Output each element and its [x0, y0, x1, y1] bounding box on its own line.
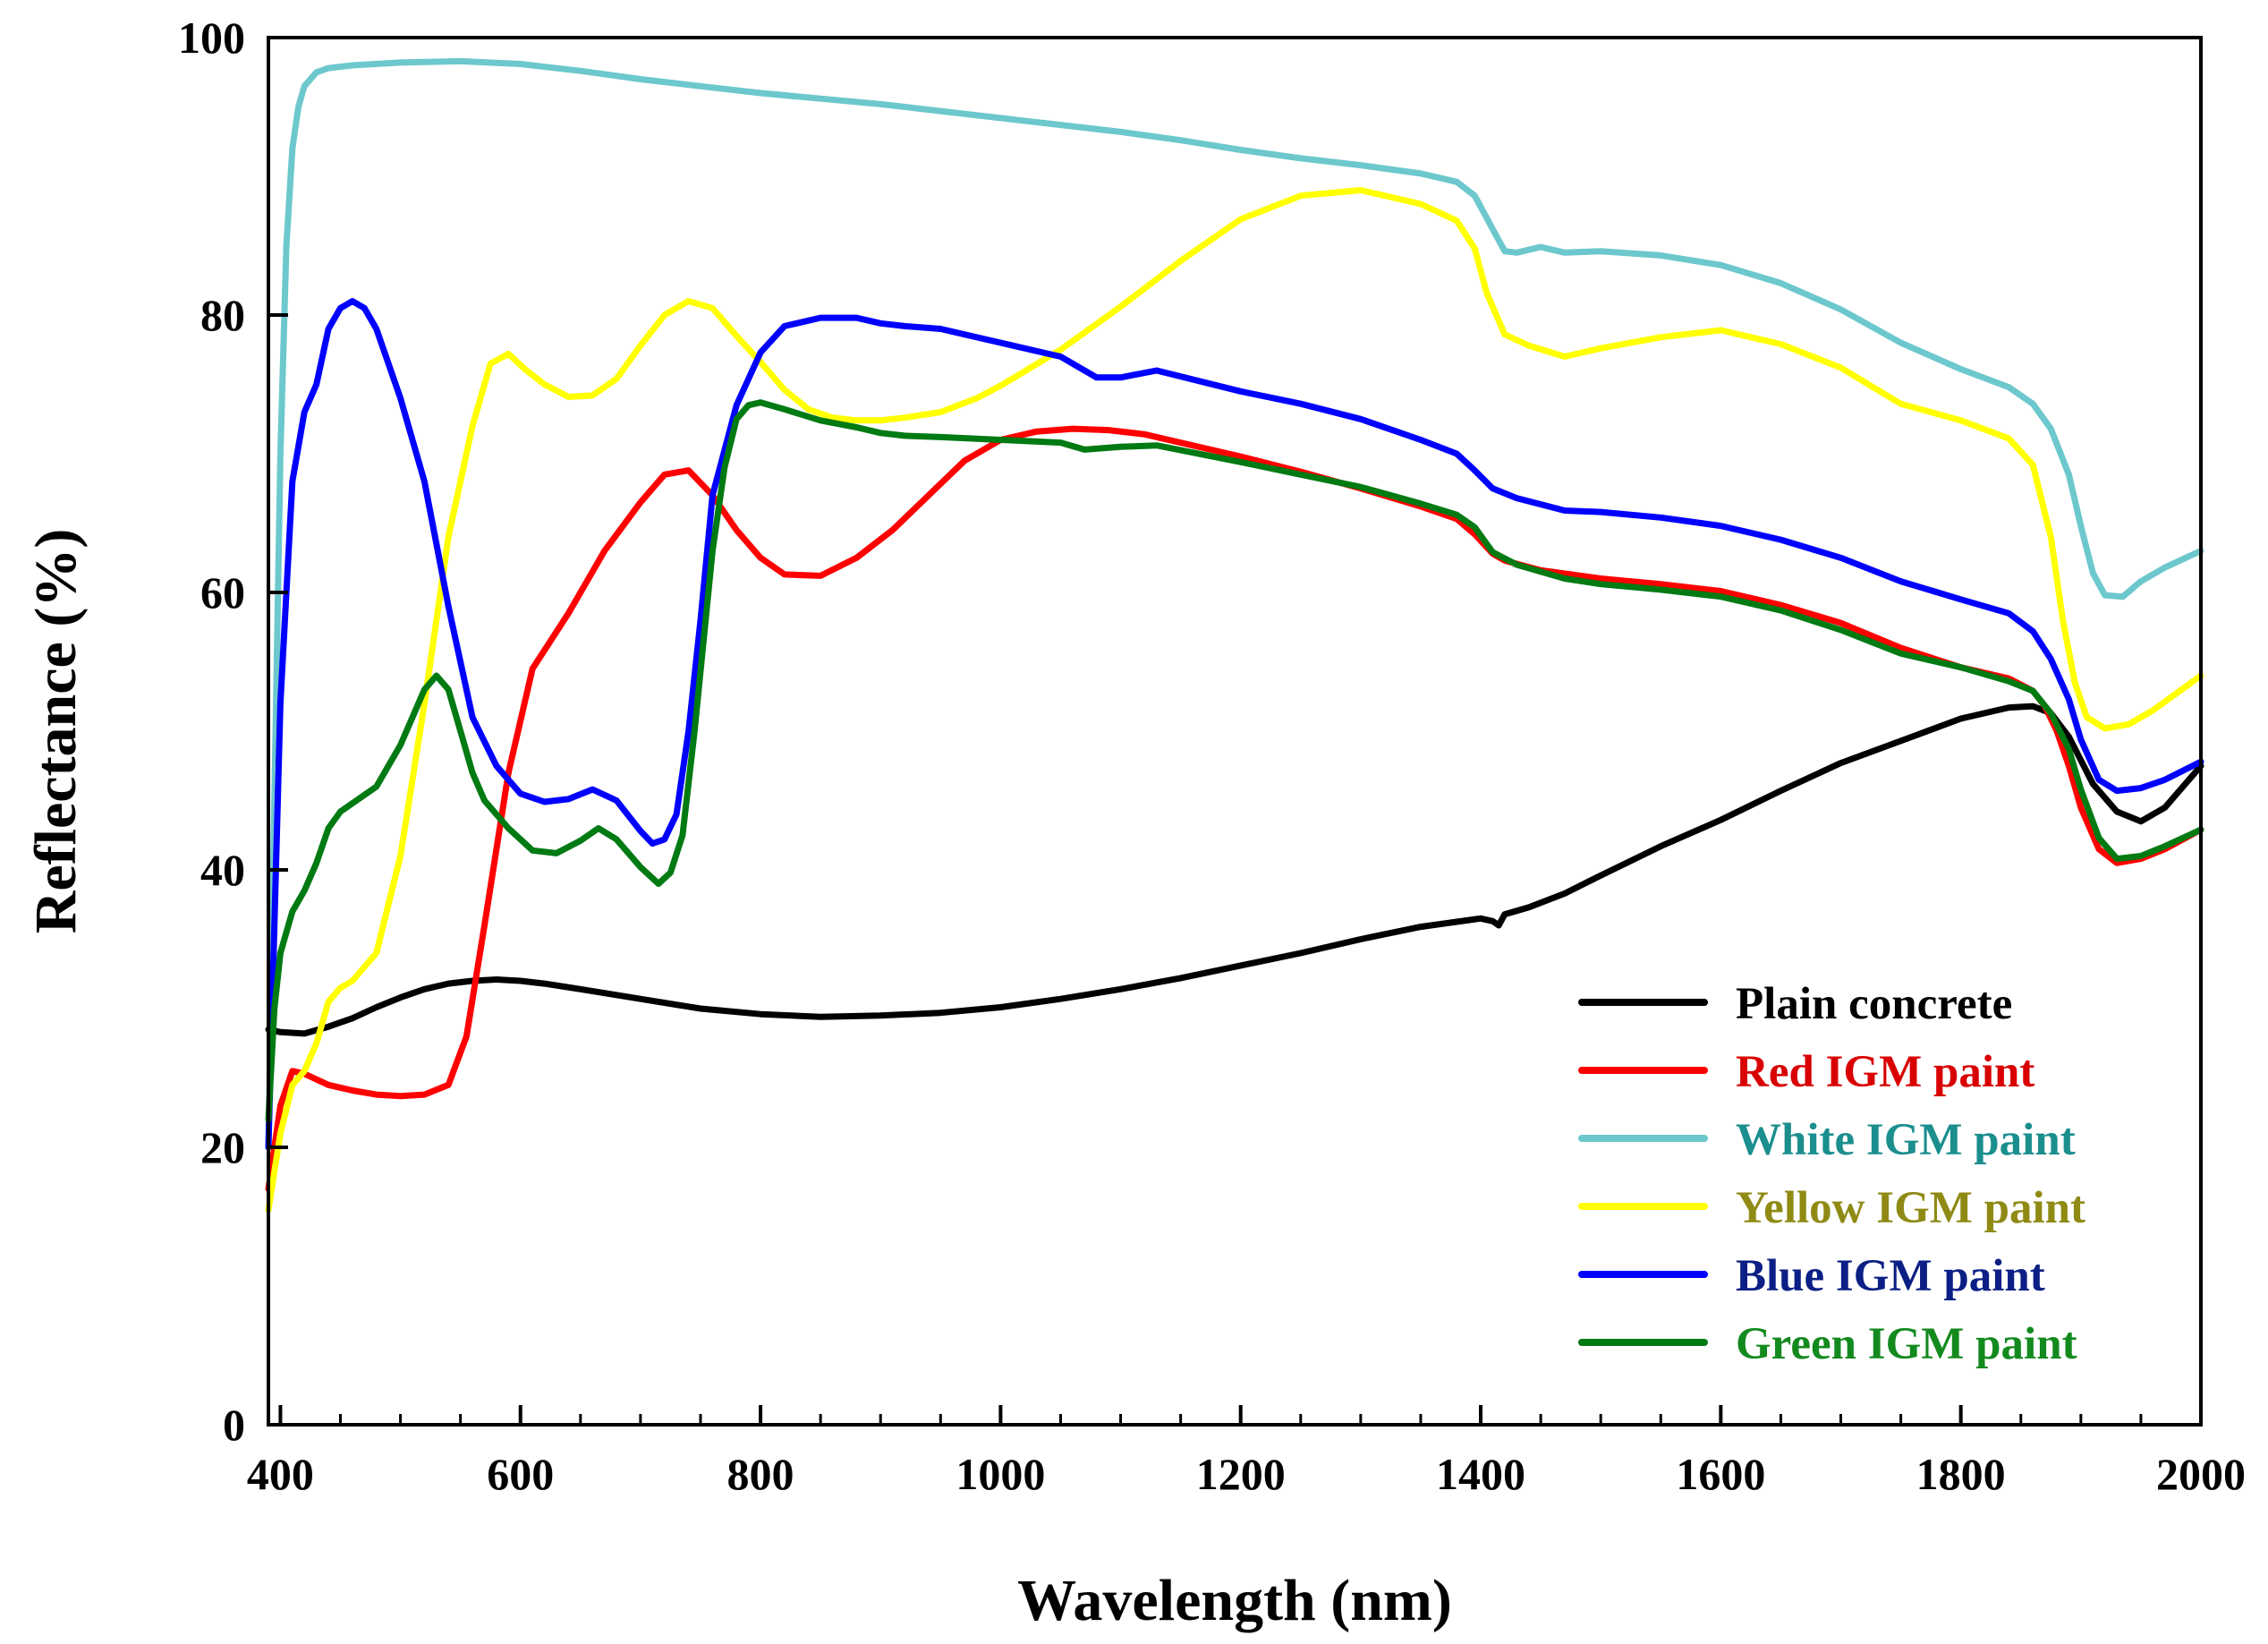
legend-label-1: Red IGM paint — [1736, 1047, 2034, 1097]
x-tick-label: 1000 — [956, 1449, 1045, 1499]
x-tick-label: 1600 — [1676, 1449, 1765, 1499]
legend-label-4: Blue IGM paint — [1736, 1251, 2045, 1301]
legend-label-2: White IGM paint — [1736, 1115, 2076, 1165]
x-axis-title: Wavelength (nm) — [1017, 1568, 1452, 1633]
series-line-0 — [265, 703, 2204, 1037]
y-tick-label: 100 — [178, 13, 245, 63]
x-tick-label: 2000 — [2156, 1449, 2246, 1499]
x-tick-label: 1800 — [1916, 1449, 2006, 1499]
y-axis-title: Reflectance (%) — [23, 529, 89, 934]
y-tick-label: 80 — [200, 290, 245, 340]
series-layer — [265, 57, 2204, 1214]
legend: Plain concrete Red IGM paint White IGM pai… — [1578, 979, 2085, 1369]
legend-label-5: Green IGM paint — [1736, 1319, 2077, 1369]
x-tick-label: 1400 — [1436, 1449, 1525, 1499]
plot-frame — [267, 36, 2203, 1427]
series-line-2 — [265, 57, 2204, 1151]
legend-label-0: Plain concrete — [1736, 979, 2012, 1029]
x-tick-label: 400 — [247, 1449, 314, 1499]
series-line-5 — [265, 399, 2204, 1123]
x-tick-label: 1200 — [1196, 1449, 1286, 1499]
x-tick-label: 800 — [727, 1449, 794, 1499]
series-line-4 — [265, 298, 2204, 1151]
x-tick-label: 600 — [487, 1449, 554, 1499]
y-tick-label: 0 — [223, 1400, 245, 1450]
legend-label-3: Yellow IGM paint — [1736, 1183, 2085, 1233]
y-tick-label: 60 — [200, 567, 245, 618]
axis-layer: 400 600 800 1000 1200 1400 1600 1800 2000 0 20 40 60… — [178, 13, 2246, 1499]
series-line-3 — [265, 187, 2204, 1214]
y-tick-label: 20 — [200, 1122, 245, 1172]
y-tick-label: 40 — [200, 845, 245, 895]
